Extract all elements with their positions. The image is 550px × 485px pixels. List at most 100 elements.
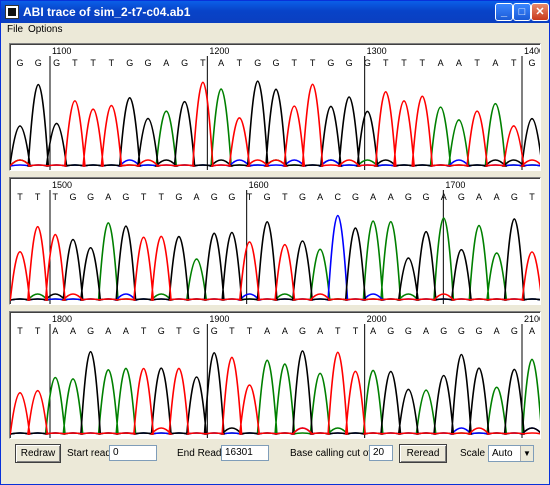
base-call: T (109, 58, 115, 68)
base-call: T (141, 192, 147, 202)
base-call: A (317, 326, 323, 336)
base-call: G (511, 326, 518, 336)
base-call: G (35, 58, 42, 68)
base-call: T (247, 192, 253, 202)
trace-channel-T (10, 81, 540, 167)
base-call: G (193, 326, 200, 336)
base-call: T (474, 58, 480, 68)
base-call: T (401, 58, 407, 68)
base-call: G (272, 58, 279, 68)
base-call: G (264, 192, 271, 202)
base-call: A (476, 192, 482, 202)
base-call: G (352, 192, 359, 202)
base-call: T (511, 58, 517, 68)
base-call: T (35, 192, 41, 202)
base-call: T (176, 326, 182, 336)
scale-select[interactable]: Auto ▼ (488, 445, 534, 462)
trace-panel-1: G G G T T T G G A G T A T G G T T G G G T T T A A T A T G 1100 1200 130… (9, 43, 541, 171)
menu-bar: File Options (1, 23, 549, 39)
base-call: A (70, 326, 76, 336)
redraw-button[interactable]: Redraw (15, 444, 61, 463)
base-call: T (335, 326, 341, 336)
trace-channel-T (10, 225, 540, 301)
base-call: T (158, 192, 164, 202)
position-label: 1500 (52, 180, 72, 190)
base-call: A (264, 326, 270, 336)
base-call: G (158, 326, 165, 336)
base-call: A (423, 326, 429, 336)
base-call: A (317, 192, 323, 202)
base-call: T (237, 58, 243, 68)
base-call: C (335, 192, 342, 202)
menu-options[interactable]: Options (28, 24, 63, 35)
base-call: G (458, 326, 465, 336)
menu-file[interactable]: File (7, 24, 24, 35)
base-call: T (282, 192, 288, 202)
base-call: G (122, 192, 129, 202)
base-call: G (69, 192, 76, 202)
maximize-button[interactable]: □ (513, 3, 531, 21)
base-call: A (282, 326, 288, 336)
base-call: T (353, 326, 359, 336)
base-call: G (299, 192, 306, 202)
base-call: G (144, 58, 151, 68)
position-label: 2000 (367, 314, 387, 324)
base-call: T (383, 58, 389, 68)
cutoff-label: Base calling cut off (290, 448, 374, 459)
title-bar[interactable]: ABI trace of sim_2-t7-c04.ab1 _ □ ✕ (1, 1, 549, 23)
base-call: G (228, 192, 235, 202)
trace-plot-3: T T A A G A A T G T G G T T A A G A T T A G G A G G G A G A 1800 1900 20… (10, 314, 541, 438)
base-call: T (310, 58, 316, 68)
base-call: A (529, 326, 535, 336)
base-call: T (292, 58, 298, 68)
start-read-input[interactable]: 0 (109, 445, 157, 461)
base-call: A (218, 58, 224, 68)
base-call: G (387, 326, 394, 336)
reread-button[interactable]: Reread (399, 444, 447, 463)
window-title: ABI trace of sim_2-t7-c04.ab1 (23, 5, 191, 19)
position-label: 1200 (209, 46, 229, 56)
end-read-input[interactable]: 16301 (221, 445, 269, 461)
base-call: T (141, 326, 147, 336)
base-call: T (200, 58, 206, 68)
trace-plot-1: G G G T T T G G A G T A T G G T T G G G T T T A A T A T G 1100 1200 130… (10, 46, 541, 170)
chevron-down-icon[interactable]: ▼ (520, 446, 533, 461)
base-call: T (229, 326, 235, 336)
base-call: G (327, 58, 334, 68)
cutoff-input[interactable]: 20 (369, 445, 393, 461)
base-call: T (17, 326, 23, 336)
base-call: G (87, 326, 94, 336)
base-call: G (299, 326, 306, 336)
base-call: G (16, 58, 23, 68)
base-call: A (194, 192, 200, 202)
base-call: G (181, 58, 188, 68)
base-call: G (254, 58, 261, 68)
base-call: T (420, 58, 426, 68)
base-call: G (458, 192, 465, 202)
trace-channel-T (10, 351, 540, 435)
position-label: 1400 (524, 46, 541, 56)
base-call: G (423, 192, 430, 202)
base-call: A (456, 58, 462, 68)
base-call: G (476, 326, 483, 336)
base-call: G (405, 192, 412, 202)
position-label: 1600 (249, 180, 269, 190)
base-call: A (370, 326, 376, 336)
base-call: A (52, 326, 58, 336)
base-call: A (494, 192, 500, 202)
end-read-label: End Read (177, 448, 222, 459)
base-call: G (87, 192, 94, 202)
minimize-button[interactable]: _ (495, 3, 513, 21)
position-label: 1100 (52, 46, 71, 56)
trace-panel-3: T T A A G A A T G T G G T T A A G A T T A G G A G G G A G A 1800 1900 20… (9, 311, 541, 439)
position-label: 1300 (367, 46, 387, 56)
base-call: T (35, 326, 41, 336)
base-call: G (511, 192, 518, 202)
position-label: 2100 (524, 314, 541, 324)
base-call: T (72, 58, 78, 68)
position-label: 1900 (209, 314, 229, 324)
position-label: 1700 (445, 180, 465, 190)
position-label: 1800 (52, 314, 72, 324)
base-call: G (440, 326, 447, 336)
close-button[interactable]: ✕ (531, 3, 549, 21)
